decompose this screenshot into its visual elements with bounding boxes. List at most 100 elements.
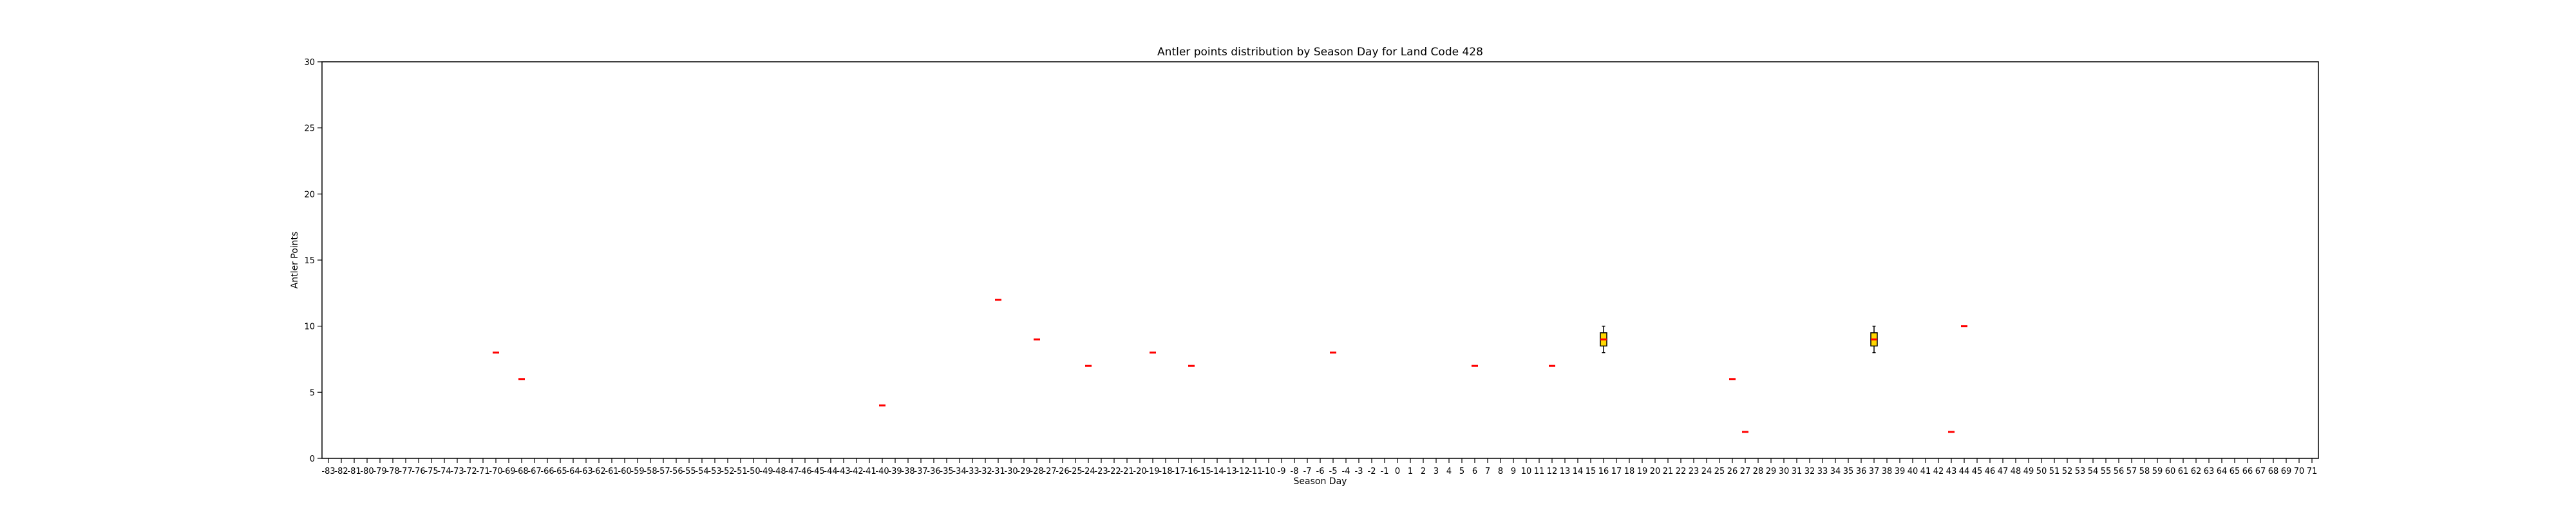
x-tick-label: -27 [1043, 467, 1056, 476]
y-tick-label: 5 [310, 388, 315, 398]
x-tick-label: -62 [592, 467, 605, 476]
x-tick-label: -19 [1146, 467, 1159, 476]
x-tick-label: -16 [1184, 467, 1198, 476]
x-tick-label: 46 [1985, 467, 1996, 476]
x-tick-label: 68 [2268, 467, 2279, 476]
x-tick-label: -67 [527, 467, 541, 476]
x-tick-label: -53 [708, 467, 721, 476]
x-tick-label: 27 [1740, 467, 1751, 476]
x-tick-label: -45 [811, 467, 824, 476]
x-tick-label: -35 [940, 467, 953, 476]
x-tick-label: 5 [1459, 467, 1464, 476]
x-tick-label: -83 [321, 467, 335, 476]
x-tick-label: 43 [1946, 467, 1957, 476]
x-tick-label: -32 [978, 467, 992, 476]
x-tick-label: -57 [656, 467, 670, 476]
x-tick-label: 35 [1843, 467, 1854, 476]
x-tick-label: 60 [2165, 467, 2176, 476]
x-tick-label: -10 [1262, 467, 1275, 476]
x-tick-label: 16 [1598, 467, 1609, 476]
x-tick-label: 28 [1753, 467, 1764, 476]
x-tick-label: 44 [1959, 467, 1970, 476]
x-tick-label: 30 [1779, 467, 1790, 476]
x-tick-label: -49 [759, 467, 773, 476]
x-tick-label: -60 [618, 467, 631, 476]
x-tick-label: -25 [1068, 467, 1082, 476]
x-tick-label: -23 [1094, 467, 1108, 476]
x-tick-label: -20 [1133, 467, 1146, 476]
x-tick-label: 58 [2139, 467, 2150, 476]
x-tick-label: -38 [901, 467, 914, 476]
y-tick-label: 20 [304, 190, 315, 200]
x-tick-label: -41 [862, 467, 876, 476]
plot-area: 051015202530-83-82-81-80-79-78-77-76-75-… [304, 58, 2319, 476]
x-tick-label: 38 [1882, 467, 1893, 476]
x-tick-label: -78 [386, 467, 399, 476]
x-tick-label: 51 [2049, 467, 2060, 476]
x-tick-label: -54 [695, 467, 708, 476]
x-tick-label: -6 [1316, 467, 1325, 476]
x-tick-label: 19 [1637, 467, 1648, 476]
x-tick-label: 7 [1485, 467, 1490, 476]
x-tick-label: 70 [2294, 467, 2305, 476]
x-tick-label: -5 [1329, 467, 1338, 476]
x-tick-label: -34 [952, 467, 966, 476]
x-tick-label: 6 [1472, 467, 1477, 476]
x-tick-label: -2 [1368, 467, 1376, 476]
x-tick-label: 53 [2075, 467, 2086, 476]
x-tick-label: 69 [2281, 467, 2292, 476]
y-axis-title: Antler Points [290, 232, 300, 289]
x-tick-label: 55 [2101, 467, 2112, 476]
x-tick-label: -37 [914, 467, 927, 476]
x-tick-label: 20 [1650, 467, 1661, 476]
x-tick-label: 65 [2230, 467, 2240, 476]
x-tick-label: -74 [437, 467, 451, 476]
x-tick-label: 9 [1511, 467, 1516, 476]
x-tick-label: -30 [1004, 467, 1018, 476]
x-tick-label: -75 [424, 467, 438, 476]
x-tick-label: 34 [1830, 467, 1841, 476]
x-tick-label: 3 [1434, 467, 1439, 476]
x-tick-label: 71 [2307, 467, 2318, 476]
x-tick-label: 36 [1856, 467, 1867, 476]
x-tick-label: -73 [450, 467, 464, 476]
chart-title: Antler points distribution by Season Day… [1157, 46, 1483, 59]
x-tick-label: 62 [2191, 467, 2202, 476]
x-tick-label: 15 [1586, 467, 1596, 476]
x-tick-label: -24 [1081, 467, 1095, 476]
x-tick-label: -61 [605, 467, 618, 476]
x-tick-label: 11 [1534, 467, 1545, 476]
x-tick-label: 33 [1817, 467, 1828, 476]
x-tick-label: -14 [1210, 467, 1224, 476]
x-tick-label: -42 [849, 467, 863, 476]
x-tick-label: 61 [2178, 467, 2189, 476]
x-tick-label: 57 [2126, 467, 2137, 476]
x-tick-label: 39 [1895, 467, 1906, 476]
x-tick-label: 2 [1421, 467, 1426, 476]
x-tick-label: 56 [2114, 467, 2125, 476]
x-tick-label: 22 [1676, 467, 1687, 476]
x-tick-label: -46 [798, 467, 811, 476]
x-tick-label: -63 [579, 467, 592, 476]
x-tick-label: -29 [1017, 467, 1030, 476]
x-tick-label: 10 [1521, 467, 1532, 476]
x-tick-label: -58 [643, 467, 657, 476]
x-tick-label: -77 [399, 467, 412, 476]
x-tick-label: -40 [875, 467, 889, 476]
x-tick-label: 23 [1689, 467, 1700, 476]
x-tick-label: 31 [1792, 467, 1803, 476]
x-tick-label: 52 [2062, 467, 2073, 476]
x-tick-label: -48 [772, 467, 786, 476]
x-tick-label: 32 [1804, 467, 1815, 476]
x-tick-label: -39 [888, 467, 902, 476]
x-tick-label: 40 [1908, 467, 1918, 476]
y-tick-label: 0 [310, 454, 315, 464]
x-tick-label: 25 [1714, 467, 1725, 476]
x-tick-label: -7 [1303, 467, 1312, 476]
x-tick-label: 45 [1972, 467, 1983, 476]
y-tick-label: 30 [304, 58, 315, 68]
x-tick-label: -43 [837, 467, 850, 476]
x-tick-label: 59 [2152, 467, 2163, 476]
x-tick-label: 54 [2088, 467, 2099, 476]
x-tick-label: 41 [1920, 467, 1931, 476]
